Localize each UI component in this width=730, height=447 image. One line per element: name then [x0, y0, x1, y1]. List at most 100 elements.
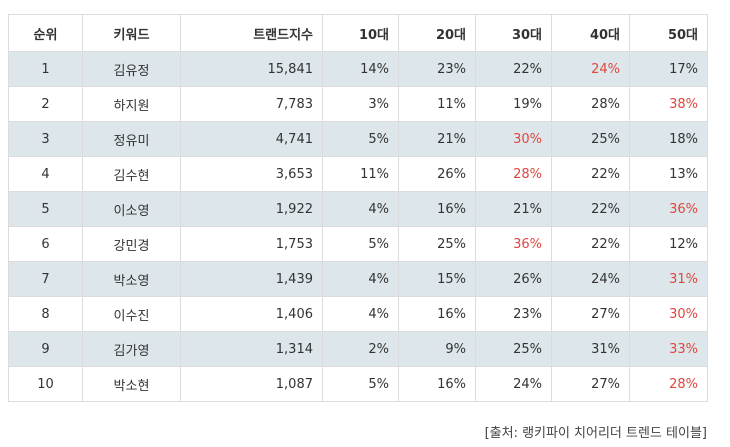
age-30s-cell: 22% [475, 51, 552, 87]
age-30s-cell: 19% [475, 86, 552, 122]
keyword-cell: 하지원 [82, 86, 181, 122]
trend-index-cell: 1,314 [180, 331, 323, 367]
age-20s-cell: 16% [398, 191, 476, 227]
age-10s-cell: 3% [322, 86, 399, 122]
header-age-50s: 50대 [629, 14, 708, 52]
age-50s-cell: 18% [629, 121, 708, 157]
age-40s-cell: 28% [551, 86, 630, 122]
age-50s-cell: 12% [629, 226, 708, 262]
header-age-30s: 30대 [475, 14, 552, 52]
age-30s-cell: 21% [475, 191, 552, 227]
table-row: 8 이수진 1,406 4% 16% 23% 27% 30% [8, 296, 708, 332]
age-40s-cell: 31% [551, 331, 630, 367]
age-30s-cell: 25% [475, 331, 552, 367]
age-10s-cell: 5% [322, 121, 399, 157]
trend-index-cell: 1,439 [180, 261, 323, 297]
rank-cell: 5 [8, 191, 83, 227]
age-40s-cell: 25% [551, 121, 630, 157]
age-10s-cell: 14% [322, 51, 399, 87]
header-rank: 순위 [8, 14, 83, 52]
source-note: [출처: 랭키파이 치어리더 트렌드 테이블] [484, 426, 707, 441]
age-50s-cell: 31% [629, 261, 708, 297]
age-50s-cell: 30% [629, 296, 708, 332]
age-50s-cell: 36% [629, 191, 708, 227]
table-header-row: 순위 키워드 트랜드지수 10대 20대 30대 40대 50대 [8, 14, 708, 52]
rank-cell: 9 [8, 331, 83, 367]
table-row: 4 김수현 3,653 11% 26% 28% 22% 13% [8, 156, 708, 192]
keyword-cell: 김수현 [82, 156, 181, 192]
age-10s-cell: 11% [322, 156, 399, 192]
age-50s-cell: 28% [629, 366, 708, 402]
keyword-cell: 이수진 [82, 296, 181, 332]
table-body: 1 김유정 15,841 14% 23% 22% 24% 17% 2 하지원 7,783 3% 11% 1… [8, 51, 708, 402]
age-30s-cell: 23% [475, 296, 552, 332]
age-40s-cell: 24% [551, 51, 630, 87]
keyword-cell: 정유미 [82, 121, 181, 157]
header-age-20s: 20대 [398, 14, 476, 52]
rank-cell: 7 [8, 261, 83, 297]
rank-cell: 3 [8, 121, 83, 157]
trend-index-cell: 1,087 [180, 366, 323, 402]
age-20s-cell: 23% [398, 51, 476, 87]
age-30s-cell: 28% [475, 156, 552, 192]
age-40s-cell: 27% [551, 366, 630, 402]
age-10s-cell: 5% [322, 366, 399, 402]
age-30s-cell: 24% [475, 366, 552, 402]
rank-cell: 8 [8, 296, 83, 332]
header-trend-index: 트랜드지수 [180, 14, 323, 52]
age-10s-cell: 4% [322, 191, 399, 227]
trend-index-cell: 1,753 [180, 226, 323, 262]
header-age-10s: 10대 [322, 14, 399, 52]
age-10s-cell: 2% [322, 331, 399, 367]
table-row: 2 하지원 7,783 3% 11% 19% 28% 38% [8, 86, 708, 122]
age-20s-cell: 25% [398, 226, 476, 262]
age-20s-cell: 26% [398, 156, 476, 192]
age-50s-cell: 13% [629, 156, 708, 192]
rank-cell: 1 [8, 51, 83, 87]
age-10s-cell: 4% [322, 296, 399, 332]
table-row: 6 강민경 1,753 5% 25% 36% 22% 12% [8, 226, 708, 262]
table-row: 7 박소영 1,439 4% 15% 26% 24% 31% [8, 261, 708, 297]
rank-cell: 10 [8, 366, 83, 402]
trend-table: 순위 키워드 트랜드지수 10대 20대 30대 40대 50대 1 김유정 15,… [8, 14, 708, 402]
rank-cell: 4 [8, 156, 83, 192]
keyword-cell: 이소영 [82, 191, 181, 227]
age-50s-cell: 38% [629, 86, 708, 122]
age-20s-cell: 11% [398, 86, 476, 122]
keyword-cell: 김가영 [82, 331, 181, 367]
age-20s-cell: 16% [398, 296, 476, 332]
rank-cell: 6 [8, 226, 83, 262]
age-40s-cell: 22% [551, 156, 630, 192]
age-50s-cell: 33% [629, 331, 708, 367]
table-row: 5 이소영 1,922 4% 16% 21% 22% 36% [8, 191, 708, 227]
keyword-cell: 김유정 [82, 51, 181, 87]
age-40s-cell: 22% [551, 226, 630, 262]
trend-index-cell: 1,406 [180, 296, 323, 332]
header-keyword: 키워드 [82, 14, 181, 52]
trend-index-cell: 1,922 [180, 191, 323, 227]
age-20s-cell: 16% [398, 366, 476, 402]
keyword-cell: 강민경 [82, 226, 181, 262]
age-20s-cell: 21% [398, 121, 476, 157]
age-20s-cell: 15% [398, 261, 476, 297]
table-row: 10 박소현 1,087 5% 16% 24% 27% 28% [8, 366, 708, 402]
age-30s-cell: 30% [475, 121, 552, 157]
table-row: 9 김가영 1,314 2% 9% 25% 31% 33% [8, 331, 708, 367]
keyword-cell: 박소영 [82, 261, 181, 297]
age-40s-cell: 27% [551, 296, 630, 332]
trend-index-cell: 7,783 [180, 86, 323, 122]
age-50s-cell: 17% [629, 51, 708, 87]
table-row: 3 정유미 4,741 5% 21% 30% 25% 18% [8, 121, 708, 157]
header-age-40s: 40대 [551, 14, 630, 52]
table-row: 1 김유정 15,841 14% 23% 22% 24% 17% [8, 51, 708, 87]
age-40s-cell: 24% [551, 261, 630, 297]
age-10s-cell: 4% [322, 261, 399, 297]
trend-index-cell: 15,841 [180, 51, 323, 87]
age-30s-cell: 36% [475, 226, 552, 262]
rank-cell: 2 [8, 86, 83, 122]
trend-index-cell: 4,741 [180, 121, 323, 157]
keyword-cell: 박소현 [82, 366, 181, 402]
age-10s-cell: 5% [322, 226, 399, 262]
trend-index-cell: 3,653 [180, 156, 323, 192]
age-20s-cell: 9% [398, 331, 476, 367]
